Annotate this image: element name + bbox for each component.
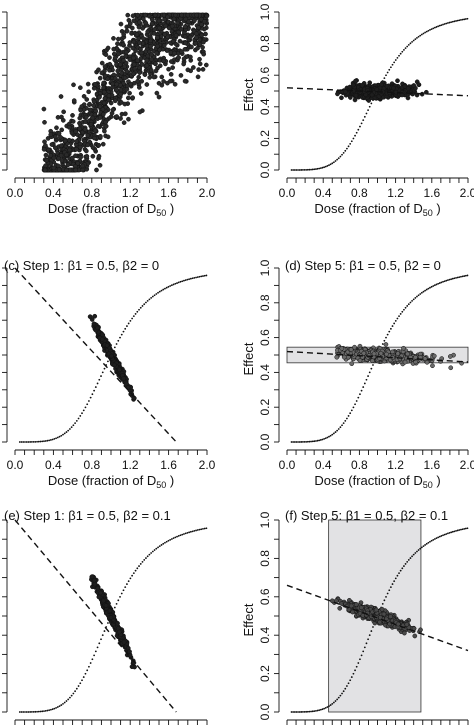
y-tick-label: 1.0: [258, 3, 272, 20]
y-tick-label: 0.4: [258, 364, 272, 381]
x-tick-label: 1.2: [387, 186, 404, 200]
scatter-points: [89, 574, 137, 670]
x-tick-label: 0.8: [83, 186, 100, 200]
x-tick-label: 0.8: [351, 458, 368, 472]
x-tick-label: 0.4: [315, 186, 332, 200]
y-tick-label: 1.0: [258, 259, 272, 276]
panel-title-e: (e) Step 1: β1 = 0.5, β2 = 0.1: [4, 508, 171, 523]
y-tick-label: 0.2: [258, 130, 272, 147]
y-axis-label: Effect: [241, 342, 256, 375]
x-tick-label: 2.0: [199, 458, 216, 472]
scatter-points: [87, 313, 137, 402]
x-tick-label: 1.2: [387, 458, 404, 472]
y-tick-label: 0.2: [258, 399, 272, 416]
y-axis-label: Effect: [241, 78, 256, 111]
y-tick-label: 0.2: [258, 665, 272, 682]
x-tick-label: 0.8: [351, 186, 368, 200]
x-tick-label: 0.4: [45, 458, 62, 472]
fitted-line: [14, 267, 177, 443]
y-tick-label: 0.6: [258, 67, 272, 84]
dose-response-curve: [290, 527, 469, 713]
x-tick-label: 2.0: [199, 186, 216, 200]
y-tick-label: 0.8: [258, 550, 272, 567]
y-tick-label: 0.8: [258, 35, 272, 52]
y-tick-label: 0.0: [258, 433, 272, 450]
x-tick-label: 0.0: [7, 186, 24, 200]
y-axis-label: Effect: [241, 603, 256, 636]
dose-response-curve: [18, 274, 208, 443]
x-tick-label: 0.0: [7, 458, 24, 472]
dose-response-curve: [290, 274, 469, 443]
fitted-line: [14, 519, 177, 713]
y-tick-label: 0.4: [258, 98, 272, 115]
x-tick-label: 1.6: [423, 458, 440, 472]
panel-title-f: (f) Step 5: β1 = 0.5, β2 = 0.1: [285, 508, 449, 523]
fitted-line: [286, 87, 469, 97]
x-tick-label: 1.6: [160, 458, 177, 472]
x-tick-label: 2.0: [460, 458, 474, 472]
y-tick-label: 0.4: [258, 627, 272, 644]
x-axis-label: Dose (fraction of D50 ): [314, 473, 440, 490]
panel-d: 0.0 0.2 0.4 0.6 0.8 1.0 0.0 0.4 0.8 1.2 1.6 2.0 Dose…: [241, 259, 474, 490]
panel-title-c: (c) Step 1: β1 = 0.5, β2 = 0: [4, 258, 160, 273]
x-tick-label: 0.0: [279, 458, 296, 472]
x-tick-label: 0.4: [45, 186, 62, 200]
scatter-points: [329, 596, 423, 639]
x-axis-label: Dose (fraction of D50 ): [314, 201, 440, 218]
x-axis-label: Dose (fraction of D50 ): [48, 473, 174, 490]
x-axis-label: Dose (fraction of D50 ): [48, 201, 174, 218]
x-tick-label: 0.0: [279, 186, 296, 200]
panel-e: [2, 519, 208, 725]
dose-response-curve: [290, 17, 469, 171]
x-tick-label: 2.0: [460, 186, 474, 200]
panel-b: 0.0 0.2 0.4 0.6 0.8 1.0 0.0 0.4 0.8 1.2 1.6 2.0 Dose…: [241, 3, 474, 218]
x-tick-label: 1.6: [160, 186, 177, 200]
x-tick-label: 1.2: [122, 186, 139, 200]
x-tick-label: 1.6: [423, 186, 440, 200]
panel-title-d: (d) Step 5: β1 = 0.5, β2 = 0: [285, 258, 441, 273]
y-tick-label: 0.8: [258, 294, 272, 311]
y-tick-label: 0.6: [258, 329, 272, 346]
panel-f: 0.0 0.2 0.4 0.6 0.8 1.0 Effect: [241, 511, 469, 725]
y-tick-label: 1.0: [258, 511, 272, 528]
x-tick-label: 0.8: [83, 458, 100, 472]
fitted-line: [286, 350, 469, 363]
x-tick-label: 0.4: [315, 458, 332, 472]
scatter-points: [41, 12, 210, 173]
dose-response-curve: [18, 527, 208, 713]
panel-a: 0.0 0.4 0.8 1.2 1.6 2.0 Dose (fraction of D50 …: [2, 11, 216, 218]
fitted-line: [286, 584, 469, 652]
x-tick-label: 1.2: [122, 458, 139, 472]
y-tick-label: 0.0: [258, 703, 272, 720]
y-tick-label: 0.6: [258, 588, 272, 605]
panel-c: 0.0 0.4 0.8 1.2 1.6 2.0 Dose (fraction of D50 …: [2, 267, 216, 490]
y-tick-label: 0.0: [258, 161, 272, 178]
